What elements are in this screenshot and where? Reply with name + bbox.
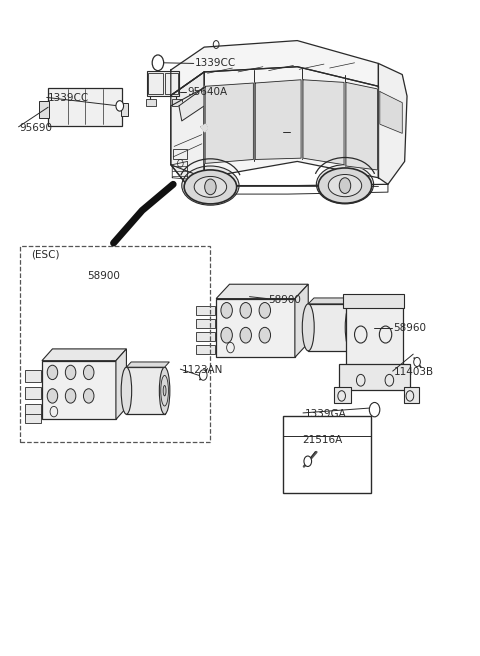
Polygon shape	[346, 83, 377, 170]
Circle shape	[221, 302, 232, 318]
Circle shape	[152, 55, 164, 71]
Bar	[25, 388, 41, 400]
Circle shape	[369, 403, 380, 417]
Bar	[126, 367, 165, 414]
Bar	[216, 298, 295, 358]
Ellipse shape	[345, 304, 357, 351]
Circle shape	[414, 358, 420, 367]
Ellipse shape	[316, 165, 373, 204]
Circle shape	[199, 370, 207, 380]
Text: 1339CC: 1339CC	[195, 58, 236, 68]
Ellipse shape	[328, 174, 362, 197]
Text: 95690: 95690	[20, 123, 52, 133]
Circle shape	[221, 327, 232, 343]
Circle shape	[339, 178, 351, 194]
Bar	[20, 247, 210, 442]
Polygon shape	[42, 349, 126, 361]
Ellipse shape	[163, 386, 166, 396]
Polygon shape	[378, 64, 407, 184]
Circle shape	[65, 389, 76, 403]
Polygon shape	[255, 80, 301, 159]
Bar	[339, 364, 410, 390]
Bar	[25, 371, 41, 382]
Bar	[48, 88, 122, 125]
Polygon shape	[171, 41, 378, 96]
Bar	[283, 415, 371, 493]
Text: 1123AN: 1123AN	[182, 365, 223, 375]
Circle shape	[47, 389, 58, 403]
Polygon shape	[295, 284, 308, 358]
Circle shape	[304, 456, 312, 466]
Bar	[347, 305, 403, 367]
Text: 58960: 58960	[393, 323, 426, 333]
Circle shape	[259, 327, 271, 343]
Circle shape	[204, 179, 216, 195]
Bar	[25, 413, 41, 422]
Ellipse shape	[349, 321, 353, 333]
Ellipse shape	[182, 166, 239, 205]
Text: (ESC): (ESC)	[31, 250, 60, 260]
Text: 1339CC: 1339CC	[48, 93, 89, 103]
Bar	[38, 101, 49, 117]
Ellipse shape	[194, 176, 227, 197]
Text: 21516A: 21516A	[302, 436, 342, 445]
Text: 58900: 58900	[87, 271, 120, 281]
Text: 58900: 58900	[269, 295, 301, 305]
Bar	[120, 103, 128, 116]
Bar	[173, 149, 187, 159]
Circle shape	[240, 327, 252, 343]
Bar	[165, 73, 178, 94]
Text: 95640A: 95640A	[188, 87, 228, 96]
Circle shape	[47, 365, 58, 380]
Ellipse shape	[302, 304, 314, 351]
Polygon shape	[179, 88, 204, 121]
Bar	[146, 99, 156, 106]
Ellipse shape	[121, 367, 132, 414]
Bar	[196, 345, 215, 354]
Circle shape	[84, 389, 94, 403]
Ellipse shape	[159, 367, 170, 414]
Polygon shape	[116, 349, 126, 419]
Bar	[196, 332, 215, 341]
Bar	[196, 319, 215, 328]
Ellipse shape	[318, 168, 372, 203]
Circle shape	[84, 365, 94, 380]
Polygon shape	[204, 67, 378, 178]
Polygon shape	[380, 92, 402, 133]
Text: 11403B: 11403B	[394, 367, 434, 377]
Polygon shape	[205, 83, 253, 163]
Circle shape	[116, 100, 123, 111]
Polygon shape	[201, 124, 207, 132]
Polygon shape	[216, 284, 308, 298]
Bar	[343, 294, 404, 308]
Ellipse shape	[184, 170, 237, 204]
Circle shape	[259, 302, 271, 318]
Polygon shape	[308, 298, 357, 304]
Circle shape	[65, 365, 76, 380]
Bar	[42, 361, 116, 419]
Polygon shape	[171, 72, 204, 186]
Polygon shape	[171, 88, 204, 178]
Bar	[172, 99, 182, 106]
Bar	[147, 72, 180, 96]
Bar	[404, 387, 419, 403]
Polygon shape	[303, 80, 344, 165]
Polygon shape	[126, 362, 169, 367]
Bar	[196, 306, 215, 315]
Bar	[148, 73, 163, 94]
Text: 1339GA: 1339GA	[304, 409, 346, 419]
Bar	[308, 304, 351, 351]
Bar	[25, 405, 41, 416]
Circle shape	[240, 302, 252, 318]
Bar	[335, 387, 351, 403]
